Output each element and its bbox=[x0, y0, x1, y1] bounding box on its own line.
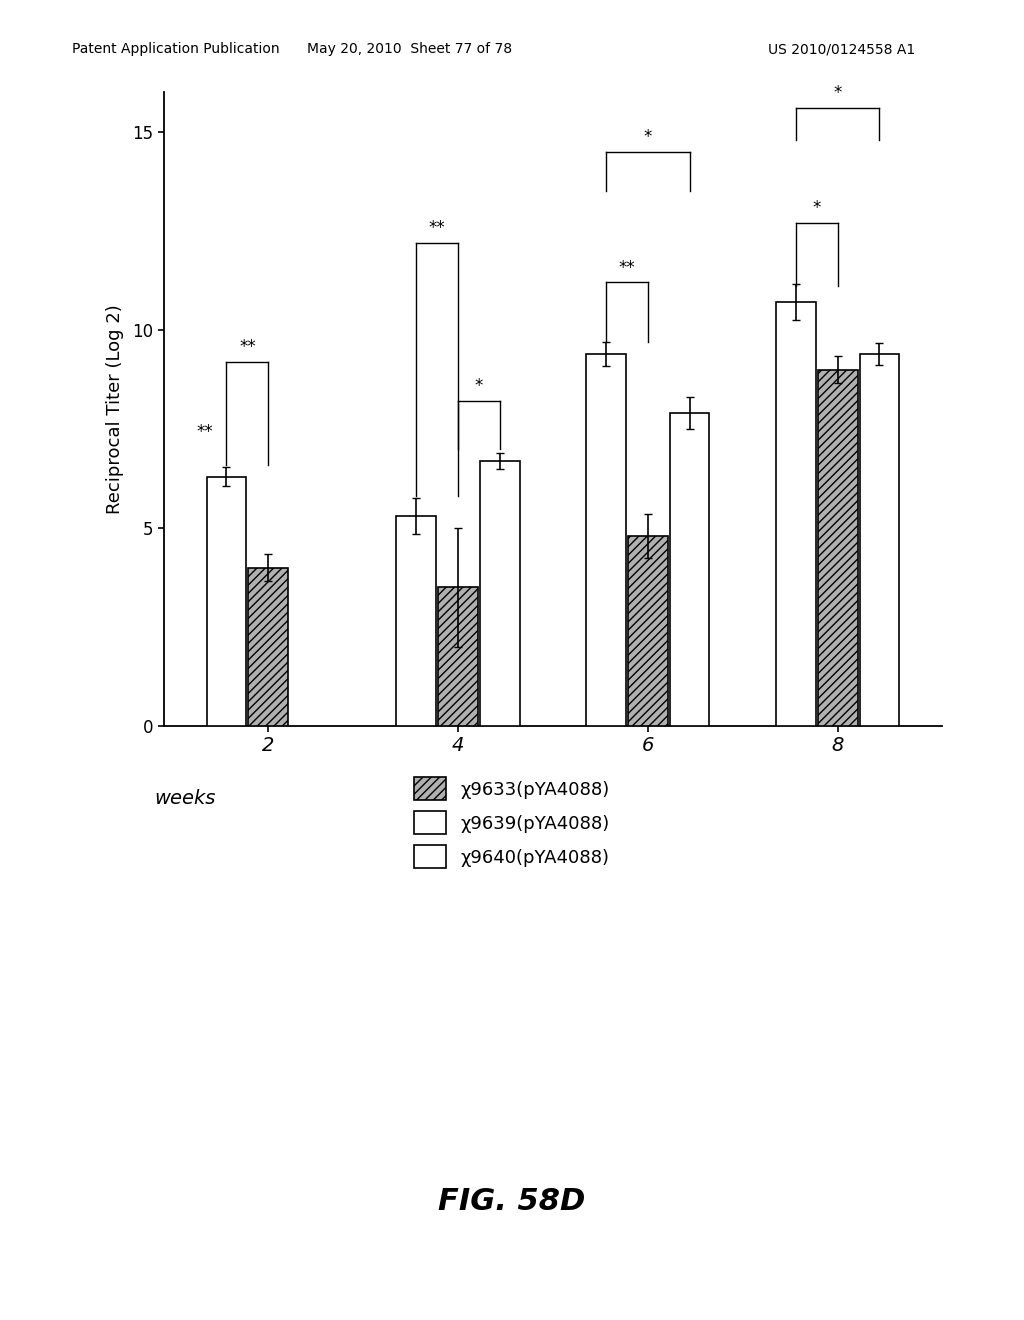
Bar bbox=[670, 413, 710, 726]
Bar bbox=[438, 587, 478, 726]
Text: **: ** bbox=[197, 422, 213, 441]
Text: FIG. 58D: FIG. 58D bbox=[438, 1187, 586, 1216]
Bar bbox=[818, 370, 857, 726]
Bar bbox=[480, 461, 519, 726]
Legend: χ9633(pYA4088), χ9639(pYA4088), χ9640(pYA4088): χ9633(pYA4088), χ9639(pYA4088), χ9640(pY… bbox=[404, 768, 620, 878]
Bar bbox=[207, 477, 247, 726]
Text: *: * bbox=[644, 128, 652, 147]
Bar bbox=[396, 516, 436, 726]
Bar bbox=[859, 354, 899, 726]
Text: *: * bbox=[834, 84, 842, 103]
Text: Patent Application Publication: Patent Application Publication bbox=[72, 42, 280, 57]
Text: May 20, 2010  Sheet 77 of 78: May 20, 2010 Sheet 77 of 78 bbox=[307, 42, 512, 57]
Bar bbox=[776, 302, 816, 726]
Bar bbox=[587, 354, 626, 726]
Text: **: ** bbox=[429, 219, 445, 238]
Text: weeks: weeks bbox=[155, 789, 216, 808]
Text: US 2010/0124558 A1: US 2010/0124558 A1 bbox=[768, 42, 915, 57]
Bar bbox=[628, 536, 668, 726]
Y-axis label: Reciprocal Titer (Log 2): Reciprocal Titer (Log 2) bbox=[105, 305, 124, 513]
Text: **: ** bbox=[618, 259, 635, 277]
Bar bbox=[249, 568, 288, 726]
Text: *: * bbox=[813, 199, 821, 218]
Text: *: * bbox=[475, 378, 483, 396]
Text: **: ** bbox=[239, 338, 256, 355]
